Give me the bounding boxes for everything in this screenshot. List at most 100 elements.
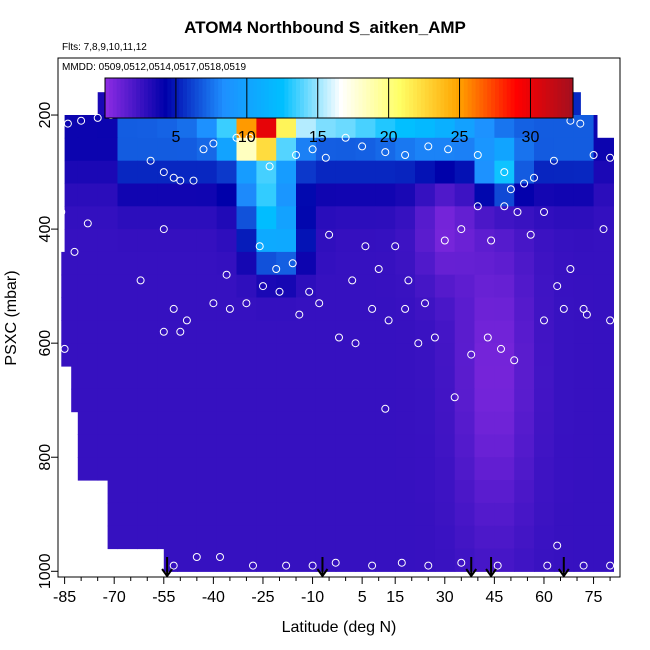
heatmap-cell — [375, 183, 396, 207]
colorbar-segment — [112, 78, 118, 118]
heatmap-cell — [593, 411, 614, 435]
heatmap-cell — [216, 251, 238, 276]
heatmap-cell — [375, 502, 396, 527]
heatmap-cell — [117, 183, 138, 207]
heatmap-cell — [335, 343, 357, 367]
sample-point — [67, 453, 76, 462]
heatmap-cell — [434, 115, 456, 139]
colorbar-segment — [140, 78, 145, 118]
heatmap-cell — [454, 457, 476, 481]
heatmap-cell — [196, 457, 218, 481]
colorbar-segment — [495, 78, 500, 118]
heatmap-cell — [97, 274, 119, 299]
y-tick-label: 400 — [37, 216, 54, 243]
heatmap-cell — [494, 320, 515, 344]
heatmap-cell — [216, 480, 238, 504]
heatmap-cell — [454, 274, 476, 299]
heatmap-cell — [157, 457, 178, 481]
heatmap-cell — [157, 137, 178, 162]
heatmap-cell — [573, 115, 595, 139]
heatmap-cell — [61, 274, 79, 299]
heatmap-cell — [177, 137, 198, 162]
heatmap-cell — [335, 411, 357, 435]
sample-point — [192, 553, 201, 561]
heatmap-cell — [434, 274, 456, 299]
heatmap-cell — [474, 137, 495, 162]
heatmap-cell — [137, 183, 158, 207]
colorbar-segment — [288, 78, 293, 118]
heatmap-cell — [107, 480, 119, 504]
y-tick-label: 800 — [37, 444, 54, 471]
colorbar-segment — [120, 78, 125, 118]
colorbar-segment — [136, 78, 141, 118]
heatmap-cell — [97, 297, 119, 321]
heatmap-cell — [137, 411, 158, 435]
heatmap-cell — [196, 502, 218, 527]
heatmap-cell — [296, 480, 317, 504]
heatmap-cell — [553, 137, 575, 162]
heatmap-cell — [355, 115, 376, 139]
sample-point — [358, 142, 367, 151]
heatmap-cell — [296, 388, 317, 413]
heatmap-cell — [474, 411, 495, 435]
heatmap-cell — [415, 457, 436, 481]
sample-point — [493, 561, 502, 570]
heatmap-cell — [434, 251, 456, 276]
heatmap-cell — [434, 457, 456, 481]
heatmap-cell — [296, 137, 317, 162]
heatmap-cell — [434, 480, 456, 504]
sample-point — [543, 561, 552, 570]
colorbar-segment — [530, 78, 535, 118]
sample-point — [606, 153, 615, 162]
heatmap-cell — [593, 297, 614, 321]
heatmap-cell — [494, 388, 515, 413]
sample-point — [259, 282, 267, 291]
sample-point — [421, 299, 429, 308]
heatmap-cell — [117, 160, 138, 185]
sample-point — [513, 208, 522, 216]
y-tick-label: 1000 — [37, 553, 54, 589]
colorbar-segment — [229, 78, 235, 118]
heatmap-cell — [494, 297, 515, 321]
sample-point — [540, 208, 548, 216]
heatmap-cell — [117, 320, 138, 344]
heatmap-cell — [236, 115, 257, 139]
heatmap-cell — [276, 502, 297, 527]
sample-point — [182, 316, 191, 325]
heatmap-cell — [514, 434, 535, 458]
heatmap-cell — [474, 297, 495, 321]
heatmap-cell — [117, 525, 138, 550]
heatmap-cell — [276, 411, 297, 435]
heatmap-cell — [315, 115, 337, 139]
heatmap-cell — [355, 525, 376, 550]
sample-point — [93, 113, 102, 122]
sample-point — [559, 304, 568, 313]
heatmap-cell — [296, 320, 317, 344]
sample-point — [381, 404, 390, 413]
sample-point — [209, 299, 218, 308]
heatmap-cell — [395, 320, 416, 344]
heatmap-cell — [315, 251, 337, 276]
colorbar-segment — [409, 78, 414, 118]
heatmap-cell — [256, 457, 277, 481]
sample-point — [549, 156, 558, 165]
sample-point — [308, 145, 317, 154]
heatmap-cell — [196, 366, 218, 390]
colorbar-segment — [218, 78, 223, 118]
heatmap-cell — [97, 229, 119, 253]
heatmap-cell — [593, 457, 614, 481]
heatmap-cell — [553, 388, 575, 413]
colorbar-segment — [479, 78, 484, 118]
colorbar-segment — [144, 78, 149, 118]
heatmap-cell — [236, 502, 257, 527]
heatmap-cell — [494, 229, 515, 253]
colorbar-segment — [311, 78, 317, 118]
x-tick-label: -10 — [301, 589, 324, 606]
surface-arrow — [316, 557, 329, 578]
heatmap-cell — [375, 525, 396, 550]
heatmap-cell — [315, 229, 337, 253]
heatmap-cell — [335, 137, 357, 162]
heatmap-cell — [534, 297, 555, 321]
colorbar-segment — [448, 78, 453, 118]
sample-point — [599, 225, 608, 234]
